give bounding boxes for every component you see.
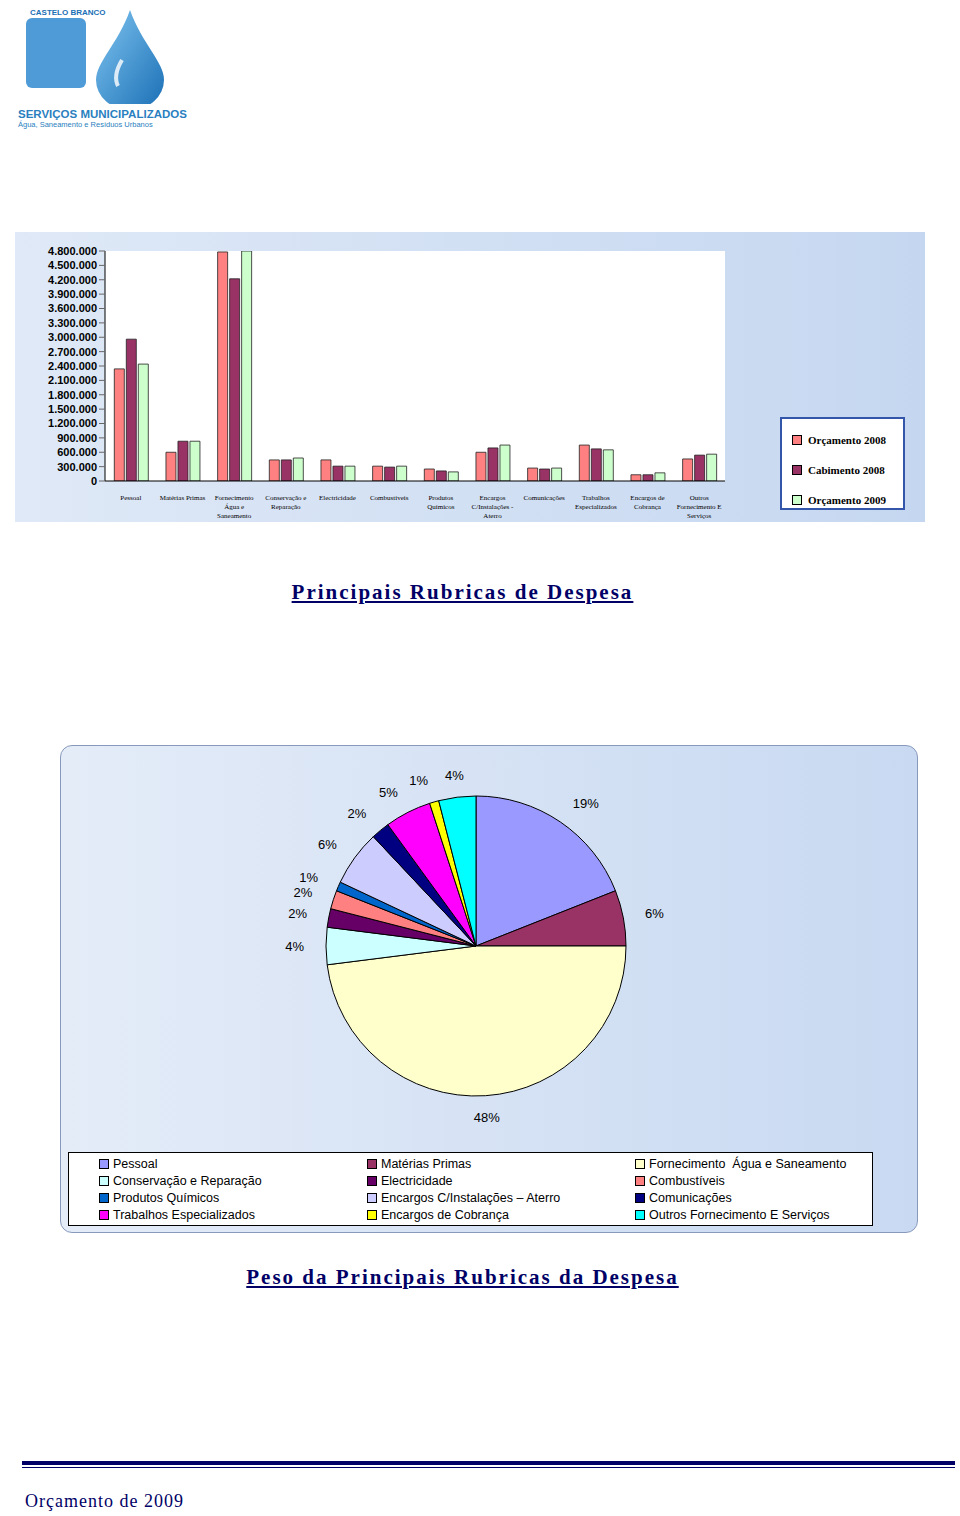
svg-text:2.100.000: 2.100.000 (48, 374, 97, 386)
svg-text:CASTELO BRANCO: CASTELO BRANCO (30, 8, 106, 17)
svg-text:0: 0 (91, 475, 97, 487)
svg-text:4.200.000: 4.200.000 (48, 274, 97, 286)
svg-text:5%: 5% (379, 785, 398, 800)
svg-text:4.800.000: 4.800.000 (48, 245, 97, 257)
svg-text:300.000: 300.000 (57, 461, 97, 473)
svg-text:C/Instalações -: C/Instalações - (472, 503, 514, 511)
svg-text:Outros: Outros (690, 494, 709, 502)
svg-text:6%: 6% (318, 837, 337, 852)
svg-text:600.000: 600.000 (57, 446, 97, 458)
svg-text:900.000: 900.000 (57, 432, 97, 444)
html-text:Orçamento 2008: Orçamento 2008 (808, 434, 886, 446)
html-text:Cabimento 2008: Cabimento 2008 (808, 464, 885, 476)
svg-text:3.300.000: 3.300.000 (48, 317, 97, 329)
svg-text:4%: 4% (445, 768, 464, 783)
svg-text:Fornecimento: Fornecimento (215, 494, 254, 502)
svg-text:Especializados: Especializados (575, 503, 617, 511)
svg-text:Saneamento: Saneamento (217, 512, 252, 520)
svg-text:4%: 4% (285, 939, 304, 954)
svg-text:Água e: Água e (224, 503, 244, 511)
svg-text:1.200.000: 1.200.000 (48, 417, 97, 429)
svg-text:Químicos: Químicos (427, 503, 454, 511)
svg-text:2.700.000: 2.700.000 (48, 346, 97, 358)
html-text:Produtos Químicos: Produtos Químicos (113, 1190, 220, 1205)
svg-text:Encargos: Encargos (480, 494, 506, 502)
svg-text:48%: 48% (474, 1110, 500, 1125)
html-text:Trabalhos Especializados: Trabalhos Especializados (113, 1207, 255, 1222)
svg-text:Fornecimento E: Fornecimento E (677, 503, 722, 511)
html-text:Comunicações: Comunicações (649, 1190, 732, 1205)
html-text:Encargos C/Instalações – Aterr: Encargos C/Instalações – Aterro (381, 1190, 561, 1205)
svg-text:1.500.000: 1.500.000 (48, 403, 97, 415)
svg-text:3.000.000: 3.000.000 (48, 331, 97, 343)
html-text:Pessoal: Pessoal (113, 1156, 158, 1171)
svg-text:Pessoal: Pessoal (120, 494, 141, 502)
svg-text:2%: 2% (294, 885, 313, 900)
html-text:Electricidade: Electricidade (381, 1173, 453, 1188)
svg-text:6%: 6% (645, 906, 664, 921)
svg-text:Produtos: Produtos (428, 494, 453, 502)
html-text:Água, Saneamento e Resíduos Ur: Água, Saneamento e Resíduos Urbanos (18, 120, 153, 129)
html-text:Conservação e Reparação: Conservação e Reparação (113, 1173, 262, 1188)
svg-text:Conservação e: Conservação e (265, 494, 306, 502)
html-text:SERVIÇOS MUNICIPALIZADOS: SERVIÇOS MUNICIPALIZADOS (18, 108, 187, 120)
svg-text:1.800.000: 1.800.000 (48, 389, 97, 401)
html-text:Orçamento 2009: Orçamento 2009 (808, 494, 886, 506)
html-text:Fornecimento Água e Saneamento: Fornecimento Água e Saneamento (649, 1156, 847, 1171)
svg-text:2%: 2% (348, 806, 367, 821)
html-text:Outros Fornecimento E Serviços: Outros Fornecimento E Serviços (649, 1207, 830, 1222)
svg-text:Trabalhos: Trabalhos (582, 494, 610, 502)
html-text:Principais Rubricas de Despesa: Principais Rubricas de Despesa (291, 580, 634, 604)
svg-text:Combustíveis: Combustíveis (370, 494, 409, 502)
html-text:Combustíveis: Combustíveis (649, 1173, 725, 1188)
svg-text:Serviços: Serviços (687, 512, 711, 520)
svg-text:1%: 1% (409, 773, 428, 788)
svg-text:19%: 19% (573, 796, 599, 811)
svg-text:4.500.000: 4.500.000 (48, 259, 97, 271)
svg-text:Electricidade: Electricidade (319, 494, 356, 502)
html-text:Peso da Principais Rubricas da: Peso da Principais Rubricas da Despesa (246, 1265, 679, 1289)
svg-text:2.400.000: 2.400.000 (48, 360, 97, 372)
svg-text:Encargos de: Encargos de (630, 494, 664, 502)
svg-text:Cobrança: Cobrança (634, 503, 662, 511)
html-text:Matérias Primas: Matérias Primas (381, 1156, 472, 1171)
svg-text:1%: 1% (299, 870, 318, 885)
html-text:Encargos de Cobrança: Encargos de Cobrança (381, 1207, 509, 1222)
svg-text:3.600.000: 3.600.000 (48, 302, 97, 314)
html-text:Orçamento de 2009: Orçamento de 2009 (25, 1491, 184, 1511)
svg-text:2%: 2% (288, 906, 307, 921)
svg-text:3.900.000: 3.900.000 (48, 288, 97, 300)
svg-text:Reparação: Reparação (271, 503, 301, 511)
svg-text:Comunicações: Comunicações (524, 494, 565, 502)
svg-text:Aterro: Aterro (483, 512, 502, 520)
svg-text:Matérias Primas: Matérias Primas (160, 494, 206, 502)
